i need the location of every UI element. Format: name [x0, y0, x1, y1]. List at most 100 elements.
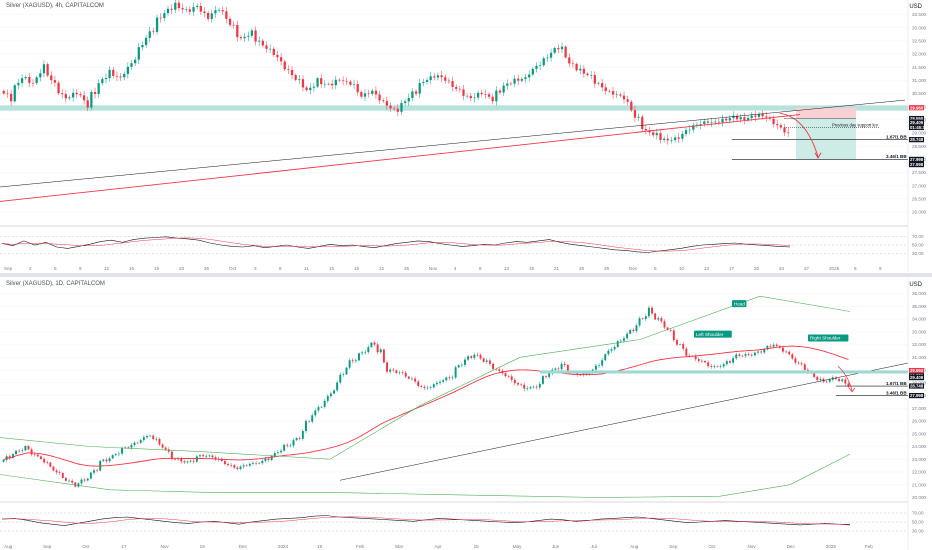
candle-body — [644, 128, 648, 131]
time-axis-label: Feb — [865, 544, 873, 549]
candle-body — [717, 121, 720, 123]
candle-body — [692, 125, 695, 130]
candle-body — [455, 86, 458, 89]
candle-body — [75, 92, 78, 95]
price-badge — [909, 137, 924, 143]
candle-body — [174, 459, 176, 460]
candle-body — [735, 354, 738, 359]
candle-body — [688, 129, 691, 131]
panel-divider[interactable] — [0, 273, 932, 277]
candle-body — [400, 103, 403, 112]
candle-body — [513, 78, 516, 84]
candle-body — [358, 353, 360, 361]
candle-body — [426, 387, 429, 389]
candle-body — [68, 97, 71, 99]
time-axis-label: Nov — [161, 544, 170, 549]
candle-body — [221, 10, 224, 12]
candle-body — [706, 121, 710, 123]
candle-body — [185, 9, 188, 10]
candle-body — [757, 351, 759, 353]
candle-body — [485, 360, 488, 362]
candle-body — [520, 79, 523, 81]
price-badge — [909, 367, 924, 374]
candle-body — [429, 387, 432, 388]
candle-body — [695, 124, 699, 126]
candle-body — [575, 63, 578, 71]
candle-body — [433, 76, 436, 78]
time-axis-label: 5 — [54, 266, 57, 271]
candle-body — [480, 92, 483, 95]
candle-body — [265, 45, 268, 49]
candle-body — [393, 108, 396, 110]
candle-body — [177, 2, 181, 9]
candle-body — [181, 8, 184, 10]
candle-body — [149, 435, 152, 437]
price-tick-label: 27.500 — [912, 170, 926, 175]
candle-body — [115, 75, 119, 77]
candle-body — [398, 372, 401, 374]
candle-body — [298, 79, 301, 80]
candle-body — [363, 93, 367, 97]
candle-body — [349, 81, 352, 85]
candle-body — [96, 470, 99, 472]
time-axis-label: 15 — [474, 544, 480, 549]
candle-body — [203, 11, 206, 13]
candle-body — [607, 350, 610, 355]
candle-body — [582, 68, 586, 74]
candle-body — [101, 79, 104, 84]
candle-body — [205, 456, 208, 457]
price-badge-label: 01:45:38 — [910, 125, 928, 130]
candle-body — [367, 347, 370, 352]
candle-body — [312, 86, 316, 88]
time-axis-label: Jun — [552, 544, 560, 549]
candle-body — [549, 52, 553, 58]
candle-body — [622, 95, 626, 100]
candle-body — [311, 415, 314, 422]
price-tick-label: 25.000 — [912, 431, 926, 436]
candle-body — [747, 354, 750, 355]
candle-body — [725, 361, 728, 365]
time-axis-label: 15 — [317, 544, 323, 549]
candle-body — [126, 66, 129, 74]
price-tick-label: 32.000 — [912, 342, 926, 347]
time-axis-label: 23 — [179, 266, 185, 271]
candle-body — [378, 94, 381, 101]
candle-body — [673, 137, 677, 141]
time-axis-label: 3 — [254, 266, 257, 271]
candle-body — [374, 90, 378, 95]
candle-body — [27, 445, 30, 450]
chart-svg-1d[interactable]: 36.000 35.000 34.000 33.000 32.000 31.000 30.0… — [0, 278, 932, 550]
time-axis-label: Dec — [629, 266, 638, 271]
candle-body — [371, 90, 374, 94]
candle-body — [144, 37, 148, 46]
price-badge — [909, 161, 924, 168]
candle-body — [651, 307, 653, 314]
candle-body — [270, 456, 273, 460]
candle-body — [295, 438, 298, 441]
chart-panel-4h: Silver (XAGUSD), 4h, CAPITALCOM USD 33.5… — [0, 0, 932, 272]
time-axis-label: Feb — [356, 544, 364, 549]
candle-body — [50, 75, 53, 81]
candle-body — [6, 93, 9, 95]
candle-body — [432, 384, 435, 388]
candle-body — [64, 477, 67, 481]
candle-body — [498, 369, 501, 371]
price-badge-label: 29.960 — [910, 105, 924, 110]
candle-body — [611, 91, 615, 95]
chart-svg-4h[interactable]: 33.500 33.000 32.500 32.000 31.500 31.000 30.5… — [0, 0, 932, 272]
time-axis-label: 2024 — [278, 544, 289, 549]
oscillator-tick-label: 30.00 — [912, 529, 924, 534]
candle-body — [301, 431, 304, 439]
candle-body — [460, 364, 463, 366]
candle-body — [258, 463, 261, 464]
candle-body — [735, 115, 739, 120]
candle-body — [352, 84, 356, 85]
candle-body — [396, 108, 399, 112]
candle-body — [657, 318, 660, 320]
candle-body — [61, 472, 64, 478]
candle-body — [635, 325, 638, 331]
candle-body — [141, 45, 144, 48]
candle-body — [373, 342, 376, 345]
candle-body — [728, 118, 731, 121]
candle-body — [772, 344, 775, 347]
